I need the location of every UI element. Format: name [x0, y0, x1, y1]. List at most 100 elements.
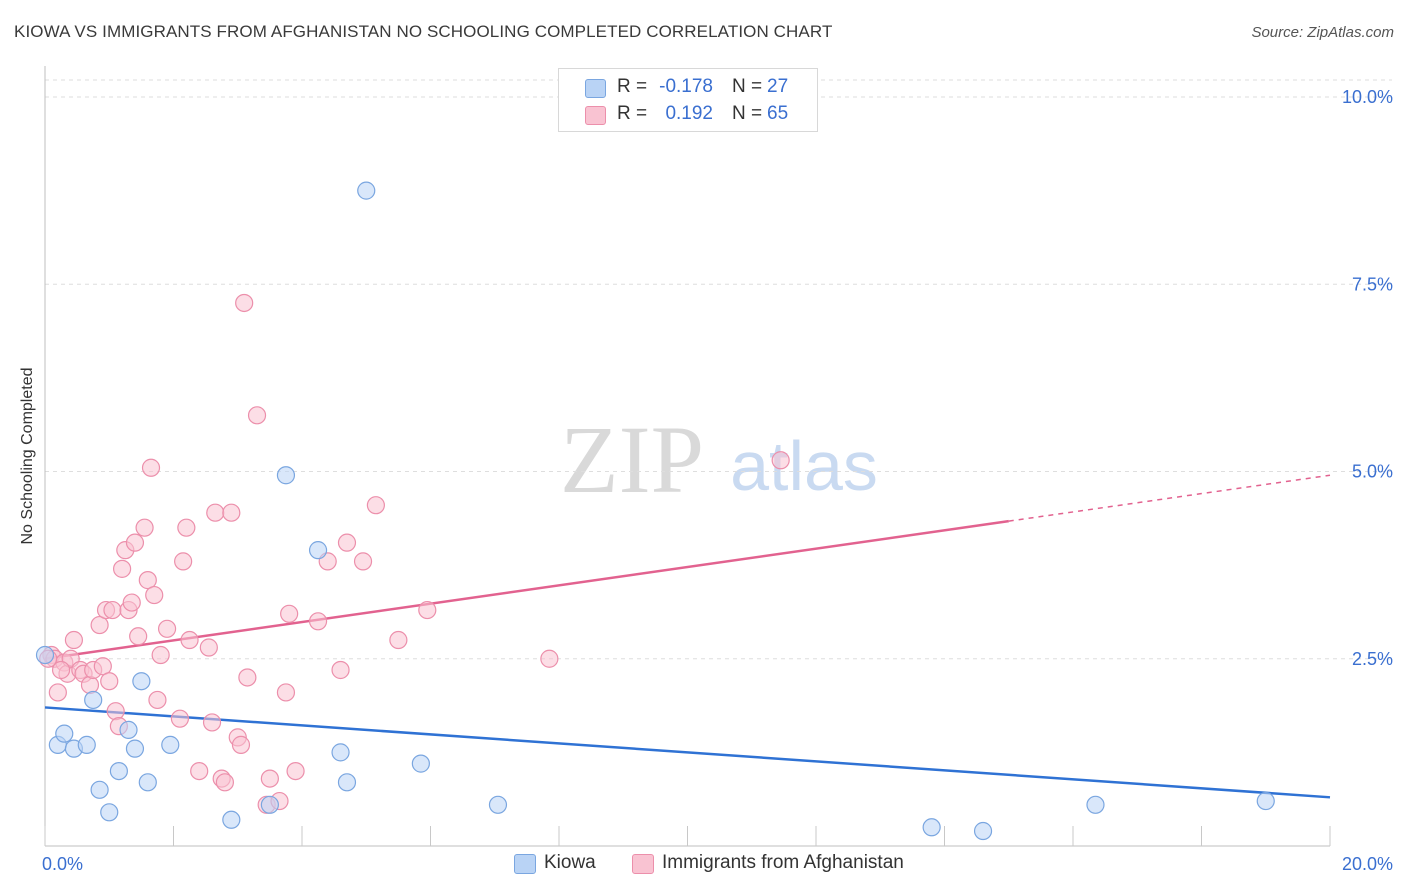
afghan-point	[206, 503, 225, 522]
y-tick-label: 5.0%	[1352, 462, 1393, 482]
afghan-point	[238, 668, 257, 687]
afghan-point	[122, 593, 141, 612]
kiowa-point	[276, 466, 296, 485]
watermark-atlas: atlas	[730, 427, 878, 505]
afghan-n-label: N =	[732, 103, 763, 124]
y-tick-label: 2.5%	[1352, 649, 1393, 669]
bottom-kiowa-swatch	[514, 854, 536, 874]
kiowa-point	[90, 780, 109, 799]
kiowa-swatch	[585, 79, 606, 98]
kiowa-point	[138, 773, 157, 792]
y-tick-label: 7.5%	[1352, 274, 1393, 294]
kiowa-point	[308, 541, 328, 560]
afghan-point	[151, 645, 170, 665]
afghan-r-label: R =	[617, 103, 648, 124]
kiowa-r-value: -0.178	[659, 76, 713, 97]
correlation-legend: R = -0.178 N = 27 R = 0.192 N = 65	[558, 68, 818, 132]
afghan-point	[125, 533, 145, 552]
afghan-r-value: 0.192	[665, 103, 713, 124]
kiowa-point	[922, 818, 941, 837]
y-tick-label: 10.0%	[1342, 87, 1393, 107]
kiowa-point	[55, 724, 74, 743]
afghan-point	[260, 769, 279, 788]
afghan-point	[247, 406, 267, 425]
afghan-point	[112, 559, 132, 578]
kiowa-r-label: R =	[617, 76, 648, 97]
bottom-afghan-swatch	[632, 854, 654, 874]
trend-line	[44, 706, 1331, 799]
afghan-point	[215, 773, 234, 792]
afghan-point	[157, 619, 177, 638]
kiowa-point	[77, 735, 96, 754]
kiowa-point	[125, 739, 145, 758]
kiowa-point	[411, 754, 430, 773]
afghan-point	[202, 713, 222, 732]
afghan-point	[353, 552, 373, 571]
kiowa-point	[100, 803, 119, 822]
afghan-point	[331, 660, 350, 680]
afghan-point	[308, 612, 328, 631]
afghan-point	[337, 533, 357, 552]
afghan-point	[170, 709, 190, 728]
kiowa-point	[488, 795, 508, 814]
afghan-point	[138, 571, 157, 590]
afghan-point	[148, 690, 167, 710]
kiowa-point	[357, 181, 376, 200]
afghan-point	[771, 451, 790, 470]
afghan-point	[177, 518, 196, 537]
x-tick-label: 0.0%	[42, 854, 83, 874]
afghan-point	[135, 518, 154, 537]
afghan-point	[141, 458, 161, 477]
afghan-point	[540, 649, 559, 668]
afghan-point	[276, 683, 296, 702]
afghan-point	[418, 600, 437, 620]
afghan-point	[90, 615, 109, 635]
afghan-point	[103, 600, 122, 620]
afghan-point	[129, 627, 148, 646]
kiowa-point	[337, 773, 357, 792]
kiowa-point	[1086, 795, 1105, 814]
afghan-point	[93, 657, 112, 676]
afghan-point	[235, 293, 254, 313]
kiowa-n-value: 27	[767, 76, 789, 97]
afghan-point	[286, 761, 305, 781]
afghan-point	[389, 630, 408, 650]
kiowa-point	[161, 735, 180, 754]
afghan-point	[174, 552, 193, 571]
kiowa-point	[119, 720, 138, 740]
x-tick-label: 20.0%	[1342, 854, 1393, 874]
chart-title: KIOWA VS IMMIGRANTS FROM AFGHANISTAN NO …	[14, 22, 833, 41]
afghan-point	[199, 638, 218, 657]
kiowa-point	[132, 672, 151, 691]
afghan-point	[180, 630, 199, 650]
kiowa-point	[84, 690, 103, 710]
afghan-point	[145, 585, 164, 605]
kiowa-point	[1256, 791, 1275, 811]
afghan-swatch	[585, 106, 606, 125]
kiowa-point	[35, 645, 55, 665]
afghan-point	[231, 735, 251, 754]
afghan-point	[106, 702, 125, 721]
bottom-afghan-label: Immigrants from Afghanistan	[662, 852, 904, 873]
afghan-point	[100, 672, 119, 691]
afghan-point	[64, 630, 84, 650]
afghan-point	[48, 683, 67, 702]
kiowa-point	[973, 821, 993, 841]
source-credit: Source: ZipAtlas.com	[1251, 24, 1394, 41]
afghan-point	[51, 660, 71, 680]
kiowa-point	[260, 795, 279, 814]
kiowa-n-label: N =	[732, 76, 763, 97]
legend-row-kiowa: R = -0.178 N = 27	[559, 73, 817, 101]
kiowa-point	[222, 810, 241, 829]
afghan-point	[222, 503, 241, 522]
trend-line-solid	[44, 519, 1009, 660]
afghan-point	[190, 761, 209, 781]
kiowa-point	[331, 743, 350, 762]
afghan-point	[280, 604, 299, 623]
watermark-zip: ZIP	[560, 406, 704, 513]
afghan-point	[366, 496, 385, 515]
kiowa-point	[109, 761, 128, 781]
afghan-n-value: 65	[767, 103, 789, 124]
bottom-kiowa-label: Kiowa	[544, 852, 596, 873]
